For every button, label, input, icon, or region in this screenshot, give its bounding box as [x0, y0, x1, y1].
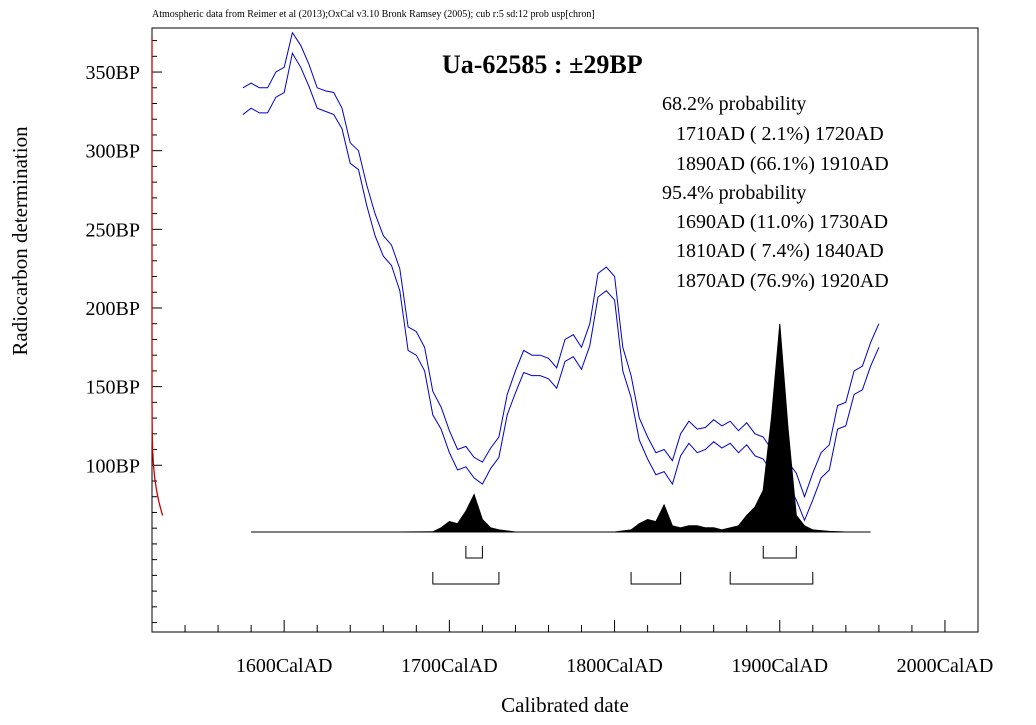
- x-tick-label: 1800CalAD: [566, 655, 663, 677]
- probability-68-range-2: 1890AD (66.1%) 1910AD: [676, 153, 889, 175]
- range-bar-68: [465, 546, 483, 559]
- probability-68-range-1: 1710AD ( 2.1%) 1720AD: [676, 123, 884, 145]
- y-tick-label: 150BP: [86, 377, 140, 399]
- x-tick-label: 1900CalAD: [731, 655, 828, 677]
- probability-95-range-2: 1810AD ( 7.4%) 1840AD: [676, 240, 884, 262]
- y-tick-label: 350BP: [86, 62, 140, 84]
- range-bar-68: [762, 546, 797, 559]
- probability-95-label: 95.4% probability: [662, 182, 806, 204]
- y-tick-label: 300BP: [86, 141, 140, 163]
- plot-frame: [151, 27, 979, 633]
- probability-95-range-1: 1690AD (11.0%) 1730AD: [676, 211, 888, 233]
- x-tick-label: 1600CalAD: [236, 655, 333, 677]
- y-axis-ticks: [152, 40, 162, 624]
- y-tick-label: 100BP: [86, 455, 140, 477]
- range-bar-95: [432, 572, 500, 585]
- header-credit-text: Atmospheric data from Reimer et al (2013…: [152, 9, 595, 20]
- y-tick-label: 200BP: [86, 298, 140, 320]
- measurement-distribution: [151, 37, 164, 516]
- y-tick-label: 250BP: [86, 219, 140, 241]
- y-axis-title: Radiocarbon determination: [8, 126, 32, 356]
- sample-title: Ua-62585 : ±29BP: [442, 50, 643, 79]
- x-axis-title: Calibrated date: [501, 693, 629, 717]
- probability-range-bars: [432, 546, 814, 585]
- range-bar-95: [729, 572, 814, 585]
- x-tick-label: 1700CalAD: [401, 655, 498, 677]
- range-bar-95: [630, 572, 682, 585]
- y-axis-tick-labels: 100BP 150BP 200BP 250BP 300BP 350BP: [86, 62, 140, 477]
- x-tick-label: 2000CalAD: [897, 655, 994, 677]
- x-axis-ticks: [151, 620, 979, 632]
- probability-distribution: [251, 323, 871, 533]
- probability-95-range-3: 1870AD (76.9%) 1920AD: [676, 270, 889, 292]
- probability-68-label: 68.2% probability: [662, 93, 806, 115]
- x-axis-tick-labels: 1600CalAD 1700CalAD 1800CalAD 1900CalAD 2000…: [236, 655, 993, 677]
